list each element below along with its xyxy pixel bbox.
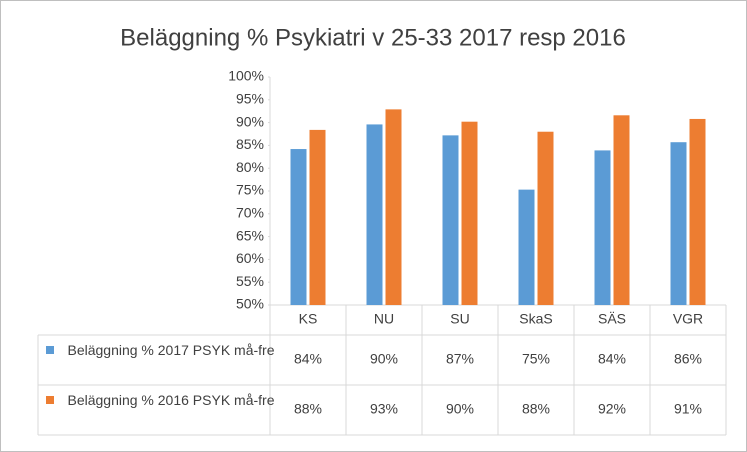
table-value: 75% xyxy=(522,351,550,367)
bar xyxy=(442,135,459,305)
bar xyxy=(309,129,326,305)
table-value: 88% xyxy=(522,401,550,417)
bar xyxy=(518,189,535,305)
bar xyxy=(689,118,706,306)
x-tick-label: SÄS xyxy=(598,311,626,327)
bar xyxy=(594,150,611,305)
table-value: 88% xyxy=(294,401,322,417)
bar xyxy=(461,121,478,305)
y-tick-label: 100% xyxy=(228,68,264,84)
y-tick-label: 50% xyxy=(236,296,264,312)
y-tick-label: 95% xyxy=(236,91,264,107)
x-tick-label: VGR xyxy=(673,311,703,327)
bar xyxy=(613,115,630,305)
y-tick-label: 90% xyxy=(236,113,264,129)
y-tick-label: 65% xyxy=(236,227,264,243)
y-tick-label: 60% xyxy=(236,250,264,266)
bar xyxy=(366,124,383,305)
y-tick-label: 55% xyxy=(236,273,264,289)
chart-title: Beläggning % Psykiatri v 25-33 2017 resp… xyxy=(120,24,626,51)
y-tick-label: 75% xyxy=(236,182,264,198)
table-value: 93% xyxy=(370,401,398,417)
x-tick-label: KS xyxy=(299,311,318,327)
table-value: 87% xyxy=(446,351,474,367)
x-tick-label: SkaS xyxy=(519,311,552,327)
x-tick-label: NU xyxy=(374,311,394,327)
table-value: 91% xyxy=(674,401,702,417)
y-tick-label: 85% xyxy=(236,136,264,152)
table-value: 84% xyxy=(598,351,626,367)
legend-label: Beläggning % 2017 PSYK må-fre xyxy=(67,342,275,358)
legend-label: Beläggning % 2016 PSYK må-fre xyxy=(67,392,275,408)
legend-swatch xyxy=(46,396,54,404)
table-value: 86% xyxy=(674,351,702,367)
legend-swatch xyxy=(46,346,54,354)
bar xyxy=(670,142,687,305)
bar xyxy=(290,149,307,305)
y-tick-label: 70% xyxy=(236,205,264,221)
bar xyxy=(385,109,402,305)
table-value: 84% xyxy=(294,351,322,367)
table-value: 90% xyxy=(446,401,474,417)
table-value: 92% xyxy=(598,401,626,417)
y-tick-label: 80% xyxy=(236,159,264,175)
x-tick-label: SU xyxy=(450,311,469,327)
table-value: 90% xyxy=(370,351,398,367)
bar xyxy=(537,131,554,305)
